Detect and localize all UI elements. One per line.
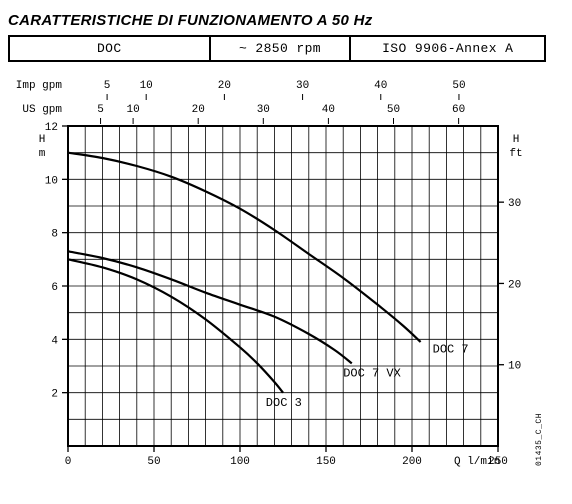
svg-text:10: 10	[508, 361, 521, 373]
svg-text:8: 8	[51, 229, 58, 241]
svg-text:12: 12	[45, 122, 58, 134]
svg-text:Q l/min: Q l/min	[454, 456, 500, 468]
curve-label: DOC 7 VX	[343, 367, 401, 381]
svg-text:40: 40	[322, 104, 335, 116]
svg-text:Imp gpm: Imp gpm	[16, 80, 63, 92]
svg-text:50: 50	[147, 456, 160, 468]
svg-text:20: 20	[218, 80, 231, 92]
curve-doc-7	[68, 153, 421, 342]
svg-text:50: 50	[387, 104, 400, 116]
drawing-code: 01435_C_CH	[535, 413, 544, 466]
svg-text:ft: ft	[509, 148, 522, 160]
svg-text:40: 40	[374, 80, 387, 92]
curve-doc-7-vx	[68, 251, 352, 363]
svg-text:100: 100	[230, 456, 250, 468]
curve-doc-3	[68, 259, 283, 392]
svg-text:4: 4	[51, 335, 58, 347]
svg-text:5: 5	[97, 104, 104, 116]
curve-label: DOC 3	[266, 396, 302, 410]
svg-text:10: 10	[140, 80, 153, 92]
performance-chart: 050100150200250Q l/min051015Q m³/h246810…	[8, 68, 542, 468]
svg-text:150: 150	[316, 456, 336, 468]
svg-text:20: 20	[192, 104, 205, 116]
svg-text:200: 200	[402, 456, 422, 468]
svg-text:30: 30	[257, 104, 270, 116]
info-iso: ISO 9906-Annex A	[351, 37, 544, 60]
svg-text:20: 20	[508, 279, 521, 291]
svg-text:5: 5	[104, 80, 111, 92]
info-rpm: ~ 2850 rpm	[211, 37, 352, 60]
svg-text:US gpm: US gpm	[22, 104, 62, 116]
svg-text:50: 50	[452, 80, 465, 92]
page-title: CARATTERISTICHE DI FUNZIONAMENTO A 50 Hz	[8, 12, 564, 29]
svg-text:10: 10	[45, 175, 58, 187]
info-doc: DOC	[10, 37, 211, 60]
svg-text:2: 2	[51, 389, 58, 401]
svg-text:H: H	[39, 134, 46, 146]
svg-text:30: 30	[296, 80, 309, 92]
svg-text:H: H	[513, 134, 520, 146]
info-row: DOC ~ 2850 rpm ISO 9906-Annex A	[8, 35, 546, 62]
svg-text:0: 0	[65, 456, 72, 468]
curve-label: DOC 7	[433, 343, 469, 357]
svg-text:m: m	[39, 148, 46, 160]
svg-text:30: 30	[508, 198, 521, 210]
svg-text:60: 60	[452, 104, 465, 116]
svg-text:10: 10	[127, 104, 140, 116]
svg-text:6: 6	[51, 282, 58, 294]
